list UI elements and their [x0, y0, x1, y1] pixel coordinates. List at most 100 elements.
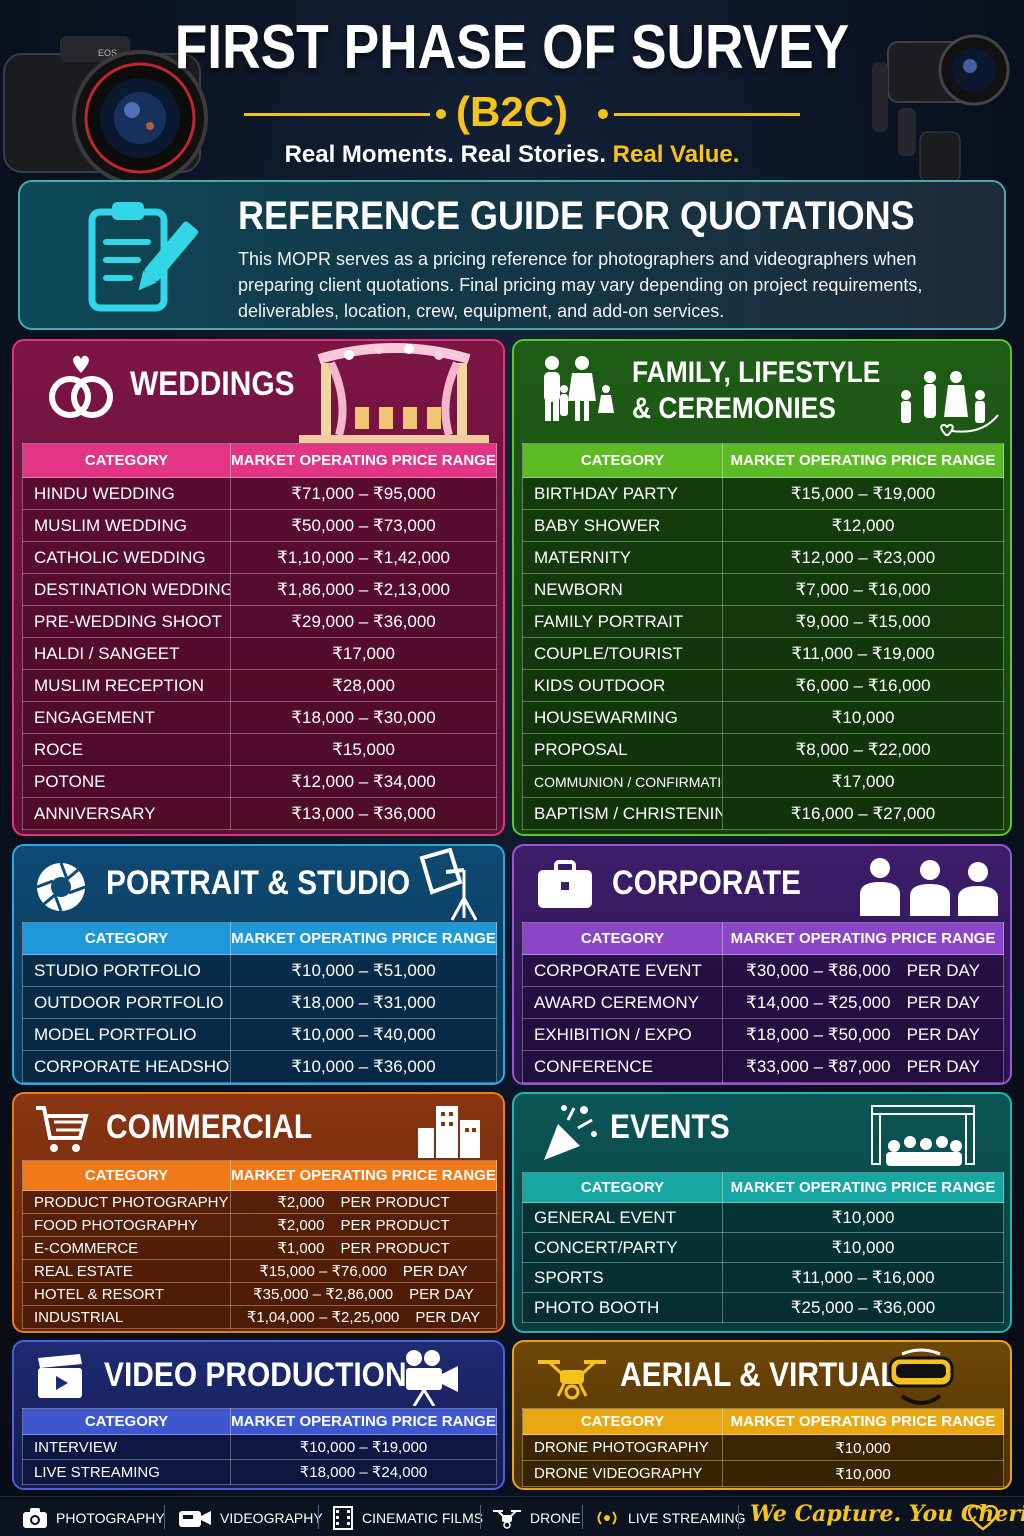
category-cell: E-COMMERCE [22, 1236, 231, 1260]
category-cell: DRONE PHOTOGRAPHY [522, 1434, 723, 1461]
price-cell: ₹15,000 – ₹19,000 [722, 477, 1004, 510]
price-unit: PER PRODUCT [340, 1194, 450, 1211]
column-header-category: CATEGORY [522, 443, 723, 478]
price-cell: ₹12,000 – ₹23,000 [722, 541, 1004, 574]
party-popper-icon [544, 1105, 597, 1160]
video-table: CATEGORY MARKET OPERATING PRICE RANGE IN… [22, 1408, 497, 1485]
price-unit: PER DAY [402, 1263, 468, 1280]
vr-headset-icon [888, 1348, 954, 1405]
price-cell: ₹29,000 – ₹36,000 [230, 605, 497, 638]
price-value: ₹10,000 – ₹51,000 [291, 960, 436, 980]
table-row: CORPORATE EVENT ₹30,000 – ₹86,000 PER DAY [522, 954, 1004, 987]
price-value: ₹1,000 [277, 1240, 325, 1257]
events-rows: GENERAL EVENT ₹10,000 CONCERT/PARTY ₹10,000… [522, 1202, 1004, 1323]
price-value: ₹17,000 [332, 643, 395, 663]
category-cell: PRODUCT PHOTOGRAPHY [22, 1190, 231, 1214]
category-cell: OUTDOOR PORTFOLIO [22, 986, 231, 1019]
category-cell: BABY SHOWER [522, 509, 723, 542]
price-cell: ₹10,000 – ₹19,000 [230, 1434, 497, 1460]
corporate-panel: CORPORATE CATEGORY MARKET OPERATING PRIC… [512, 844, 1012, 1085]
footer-label: CINEMATIC FILMS [362, 1510, 484, 1526]
category-cell: HOUSEWARMING [522, 701, 723, 734]
category-cell: EXHIBITION / EXPO [522, 1018, 723, 1051]
divider-dot-right [598, 109, 608, 119]
category-cell: LIVE STREAMING [22, 1459, 231, 1485]
price-value: ₹10,000 [831, 707, 895, 727]
footer-item-cinematic-films: CINEMATIC FILMS [332, 1506, 483, 1530]
price-cell: ₹2,000 PER PRODUCT [230, 1190, 497, 1214]
page-title: FIRST PHASE OF SURVEY [174, 13, 850, 82]
price-cell: ₹35,000 – ₹2,86,000 PER DAY [230, 1282, 497, 1306]
price-value: ₹12,000 [831, 515, 895, 535]
price-cell: ₹1,04,000 – ₹2,25,000 PER DAY [230, 1305, 497, 1329]
price-cell: ₹2,000 PER PRODUCT [230, 1213, 497, 1237]
live-broadcast-icon [597, 1511, 617, 1525]
table-row: COUPLE/TOURIST ₹11,000 – ₹19,000 [522, 637, 1004, 670]
table-row: E-COMMERCE ₹1,000 PER PRODUCT [22, 1236, 497, 1260]
price-cell: ₹12,000 – ₹34,000 [230, 765, 497, 798]
events-table: CATEGORY MARKET OPERATING PRICE RANGE GE… [522, 1172, 1004, 1323]
price-value: ₹18,000 – ₹31,000 [291, 992, 436, 1012]
table-row: HOUSEWARMING ₹10,000 [522, 701, 1004, 734]
price-cell: ₹1,10,000 – ₹1,42,000 [230, 541, 497, 574]
category-cell: ENGAGEMENT [22, 701, 231, 734]
film-strip-icon [333, 1506, 353, 1530]
price-value: ₹2,000 [277, 1194, 325, 1211]
price-value: ₹13,000 – ₹36,000 [291, 803, 436, 823]
footer-label: PHOTOGRAPHY [56, 1510, 165, 1526]
price-cell: ₹8,000 – ₹22,000 [722, 733, 1004, 766]
table-row: PROPOSAL ₹8,000 – ₹22,000 [522, 733, 1004, 766]
footer-label: LIVE STREAMING [628, 1510, 746, 1526]
price-value: ₹18,000 – ₹50,000 [746, 1024, 891, 1044]
table-row: DESTINATION WEDDING ₹1,86,000 – ₹2,13,000 [22, 573, 497, 606]
category-cell: MODEL PORTFOLIO [22, 1018, 231, 1051]
price-value: ₹16,000 – ₹27,000 [790, 803, 936, 823]
table-row: MUSLIM RECEPTION ₹28,000 [22, 669, 497, 702]
footer-label: VIDEOGRAPHY [220, 1510, 323, 1526]
price-cell: ₹18,000 – ₹50,000 PER DAY [722, 1018, 1004, 1051]
category-cell: CORPORATE HEADSHOTS [22, 1050, 231, 1083]
category-cell: DESTINATION WEDDING [22, 573, 231, 606]
price-cell: ₹25,000 – ₹36,000 [722, 1292, 1004, 1323]
price-cell: ₹30,000 – ₹86,000 PER DAY [722, 954, 1004, 987]
footer-separator [582, 1505, 583, 1529]
table-row: INTERVIEW ₹10,000 – ₹19,000 [22, 1434, 497, 1460]
camera-icon [23, 1508, 47, 1528]
price-unit: PER PRODUCT [340, 1217, 450, 1234]
divider-line-left [244, 113, 430, 116]
table-row: CONFERENCE ₹33,000 – ₹87,000 PER DAY [522, 1050, 1004, 1083]
price-value: ₹15,000 – ₹76,000 [259, 1263, 387, 1280]
column-header-category: CATEGORY [22, 922, 231, 955]
clipboard-pencil-icon [88, 202, 198, 312]
camera-aperture-icon [36, 862, 86, 912]
category-cell: HINDU WEDDING [22, 477, 231, 510]
table-row: SPORTS ₹11,000 – ₹16,000 [522, 1262, 1004, 1293]
portrait-title: PORTRAIT & STUDIO [106, 864, 411, 902]
column-header-price: MARKET OPERATING PRICE RANGE [722, 443, 1004, 478]
wedding-mandap-icon [299, 343, 489, 443]
category-cell: PROPOSAL [522, 733, 723, 766]
table-row: REAL ESTATE ₹15,000 – ₹76,000 PER DAY [22, 1259, 497, 1283]
table-row: BIRTHDAY PARTY ₹15,000 – ₹19,000 [522, 477, 1004, 510]
price-value: ₹29,000 – ₹36,000 [291, 611, 436, 631]
price-value: ₹28,000 [332, 675, 395, 695]
table-row: MODEL PORTFOLIO ₹10,000 – ₹40,000 [22, 1018, 497, 1051]
table-row: LIVE STREAMING ₹18,000 – ₹24,000 [22, 1459, 497, 1485]
price-value: ₹10,000 [831, 1237, 895, 1257]
portrait-rows: STUDIO PORTFOLIO ₹10,000 – ₹51,000 OUTDOOR… [22, 954, 497, 1083]
table-row: BAPTISM / CHRISTENING ₹16,000 – ₹27,000 [522, 797, 1004, 830]
price-value: ₹11,000 – ₹16,000 [791, 1267, 935, 1287]
price-cell: ₹10,000 [722, 1232, 1004, 1263]
category-cell: ROCE [22, 733, 231, 766]
price-value: ₹7,000 – ₹16,000 [795, 579, 931, 599]
category-cell: INTERVIEW [22, 1434, 231, 1460]
price-cell: ₹11,000 – ₹19,000 [722, 637, 1004, 670]
price-value: ₹71,000 – ₹95,000 [291, 483, 436, 503]
table-row: PRE-WEDDING SHOOT ₹29,000 – ₹36,000 [22, 605, 497, 638]
table-row: DRONE PHOTOGRAPHY ₹10,000 [522, 1434, 1004, 1461]
aerial-title: AERIAL & VIRTUAL [620, 1356, 899, 1394]
price-value: ₹1,04,000 – ₹2,25,000 [246, 1309, 400, 1326]
price-value: ₹33,000 – ₹87,000 [746, 1056, 891, 1076]
table-row: DRONE VIDEOGRAPHY ₹10,000 [522, 1460, 1004, 1487]
price-cell: ₹18,000 – ₹24,000 [230, 1459, 497, 1485]
